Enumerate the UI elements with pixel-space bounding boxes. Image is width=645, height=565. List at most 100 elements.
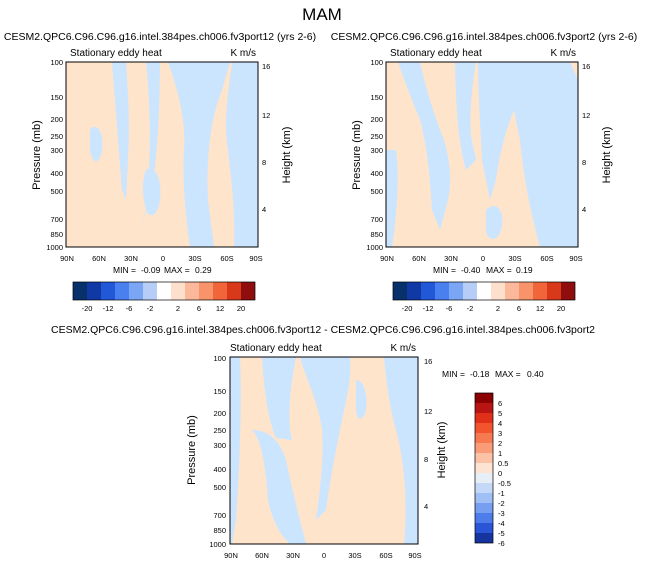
panel-1-colorbar-box bbox=[157, 282, 171, 300]
panel-3-colorbar-label: -2 bbox=[498, 499, 505, 508]
panel-1-colorbar: -20 -12 -6 -2 2 6 12 20 bbox=[72, 281, 256, 313]
panel-1-ylabel: Pressure (mb) bbox=[31, 120, 43, 190]
panel-2-ytick: 400 bbox=[370, 169, 383, 178]
panel-1-y2tick: 4 bbox=[262, 205, 266, 214]
panel-2-xtick: 0 bbox=[481, 254, 485, 263]
panel-2-subtitle-left: Stationary eddy heat bbox=[390, 48, 482, 59]
panel-3-negative-region bbox=[384, 357, 418, 544]
panel-2-colorbar-label: 6 bbox=[517, 304, 521, 313]
panel-3-xtick: 60S bbox=[379, 551, 392, 560]
panel-1-colorbar-label: -12 bbox=[103, 304, 114, 313]
panel-3-y2tick: 16 bbox=[424, 357, 432, 366]
panel-3-colorbar-label: 4 bbox=[498, 419, 502, 428]
panel-2-ytick: 150 bbox=[370, 93, 383, 102]
panel-1-xtick: 30N bbox=[124, 254, 138, 263]
panel-2-xtick: 30N bbox=[444, 254, 458, 263]
panel-2-y2label: Height (km) bbox=[601, 127, 613, 184]
panel-2: CESM2.QPC6.C96.C96.g16.intel.384pes.ch00… bbox=[331, 31, 637, 313]
panel-3-colorbar-label: -4 bbox=[498, 519, 505, 528]
panel-3-xtick: 0 bbox=[322, 551, 326, 560]
panel-2-negative-region bbox=[386, 150, 398, 247]
panel-3-negative-region bbox=[356, 380, 367, 419]
panel-1-ytick: 200 bbox=[50, 115, 63, 124]
panel-2-ytick: 300 bbox=[370, 146, 383, 155]
panel-2-ytick: 1000 bbox=[366, 243, 383, 252]
panel-2-y2tick: 8 bbox=[582, 158, 586, 167]
panel-3-xtick: 90S bbox=[408, 551, 421, 560]
panel-2-colorbar-box bbox=[449, 282, 463, 300]
panel-2-ytick: 250 bbox=[370, 132, 383, 141]
panel-1-colorbar-box bbox=[241, 282, 255, 300]
panel-3-yticks: 100 150 200 250 300 400 500 700 850 1000 bbox=[209, 354, 226, 549]
panel-3-colorbar-box bbox=[475, 473, 493, 483]
panel-2-xtick: 90S bbox=[569, 254, 582, 263]
panel-2-negative-region bbox=[486, 205, 503, 240]
panel-1-min-value: -0.09 bbox=[141, 265, 161, 275]
panel-1-xtick: 90N bbox=[60, 254, 74, 263]
panel-2-max-value: 0.19 bbox=[516, 265, 533, 275]
panel-1-max-label: MAX = bbox=[164, 265, 190, 275]
panel-3-ytick: 200 bbox=[213, 409, 226, 418]
panel-1-colorbar-box bbox=[185, 282, 199, 300]
panel-3-y2tick: 8 bbox=[424, 455, 428, 464]
panel-3-colorbar-label: -3 bbox=[498, 509, 505, 518]
panel-3-negative-region bbox=[252, 430, 306, 544]
panel-2-colorbar-label: 20 bbox=[557, 304, 565, 313]
panel-3-y2ticks: 16 12 8 4 bbox=[424, 357, 432, 511]
panel-3-colorbar-box bbox=[475, 493, 493, 503]
panel-3-negative-region bbox=[262, 357, 296, 440]
panel-1-ytick: 700 bbox=[50, 215, 63, 224]
panel-2-colorbar-box bbox=[505, 282, 519, 300]
panel-3-colorbar-label: 2 bbox=[498, 439, 502, 448]
panel-3-colorbar-box bbox=[475, 483, 493, 493]
panel-1-title: CESM2.QPC6.C96.C96.g16.intel.384pes.ch00… bbox=[4, 31, 316, 43]
panel-3-ytick: 150 bbox=[213, 387, 226, 396]
panel-3-colorbar-box bbox=[475, 453, 493, 463]
panel-3-ylabel: Pressure (mb) bbox=[186, 415, 198, 485]
panel-3-colorbar-label: -6 bbox=[498, 539, 505, 548]
panel-1-colorbar-label: 12 bbox=[216, 304, 224, 313]
panel-1-ytick: 850 bbox=[50, 230, 63, 239]
panel-1-xtick: 60N bbox=[92, 254, 106, 263]
panel-1-colorbar-label: -6 bbox=[126, 304, 133, 313]
panel-3-ytick: 100 bbox=[213, 354, 226, 363]
panel-3-negative-region bbox=[230, 357, 241, 544]
panel-1-negative-region bbox=[140, 62, 160, 230]
panel-2-colorbar-box bbox=[463, 282, 477, 300]
panel-2-colorbar: -20 -12 -6 -2 2 6 12 20 bbox=[392, 281, 576, 313]
panel-3-ytick: 250 bbox=[213, 426, 226, 435]
panel-1-xtick: 60S bbox=[220, 254, 233, 263]
panel-3-negative-region bbox=[300, 357, 351, 520]
panel-2-subtitle-right: K m/s bbox=[550, 48, 576, 59]
panel-2-negative-region bbox=[455, 62, 476, 170]
panel-1-ytick: 500 bbox=[50, 187, 63, 196]
panel-2-colorbar-box bbox=[519, 282, 533, 300]
panel-1-stats: MIN = -0.09 MAX = 0.29 bbox=[113, 265, 212, 275]
panel-3-ytick: 300 bbox=[213, 441, 226, 450]
panel-2-colorbar-box bbox=[547, 282, 561, 300]
panel-1-colorbar-box bbox=[227, 282, 241, 300]
panel-2-min-label: MIN = bbox=[433, 265, 456, 275]
panel-2-colorbar-label: -2 bbox=[467, 304, 474, 313]
panel-3-colorbar-box bbox=[475, 503, 493, 513]
panel-3-min-label: MIN = bbox=[442, 369, 465, 379]
panel-1-colorbar-box bbox=[213, 282, 227, 300]
panel-1-subtitle-right: K m/s bbox=[230, 48, 256, 59]
panel-3-min-value: -0.18 bbox=[470, 369, 490, 379]
panel-2-xtick: 60N bbox=[412, 254, 426, 263]
panel-1-colorbar-box bbox=[115, 282, 129, 300]
panel-3-ytick: 1000 bbox=[209, 540, 226, 549]
panel-2-colorbar-box bbox=[533, 282, 547, 300]
panel-2-xtick: 60S bbox=[540, 254, 553, 263]
panel-3-colorbar-label: 1 bbox=[498, 449, 502, 458]
panel-1-colorbar-box bbox=[171, 282, 185, 300]
panel-1-negative-region bbox=[226, 62, 258, 247]
panel-2-colorbar-box bbox=[477, 282, 491, 300]
panel-1-colorbar-box bbox=[129, 282, 143, 300]
panel-1-colorbar-labels: -20 -12 -6 -2 2 6 12 20 bbox=[82, 304, 246, 313]
panel-3-colorbar-box bbox=[475, 393, 493, 403]
panel-1-y2tick: 8 bbox=[262, 158, 266, 167]
panel-2-ytick: 100 bbox=[370, 58, 383, 67]
panel-1-colorbar-box bbox=[101, 282, 115, 300]
